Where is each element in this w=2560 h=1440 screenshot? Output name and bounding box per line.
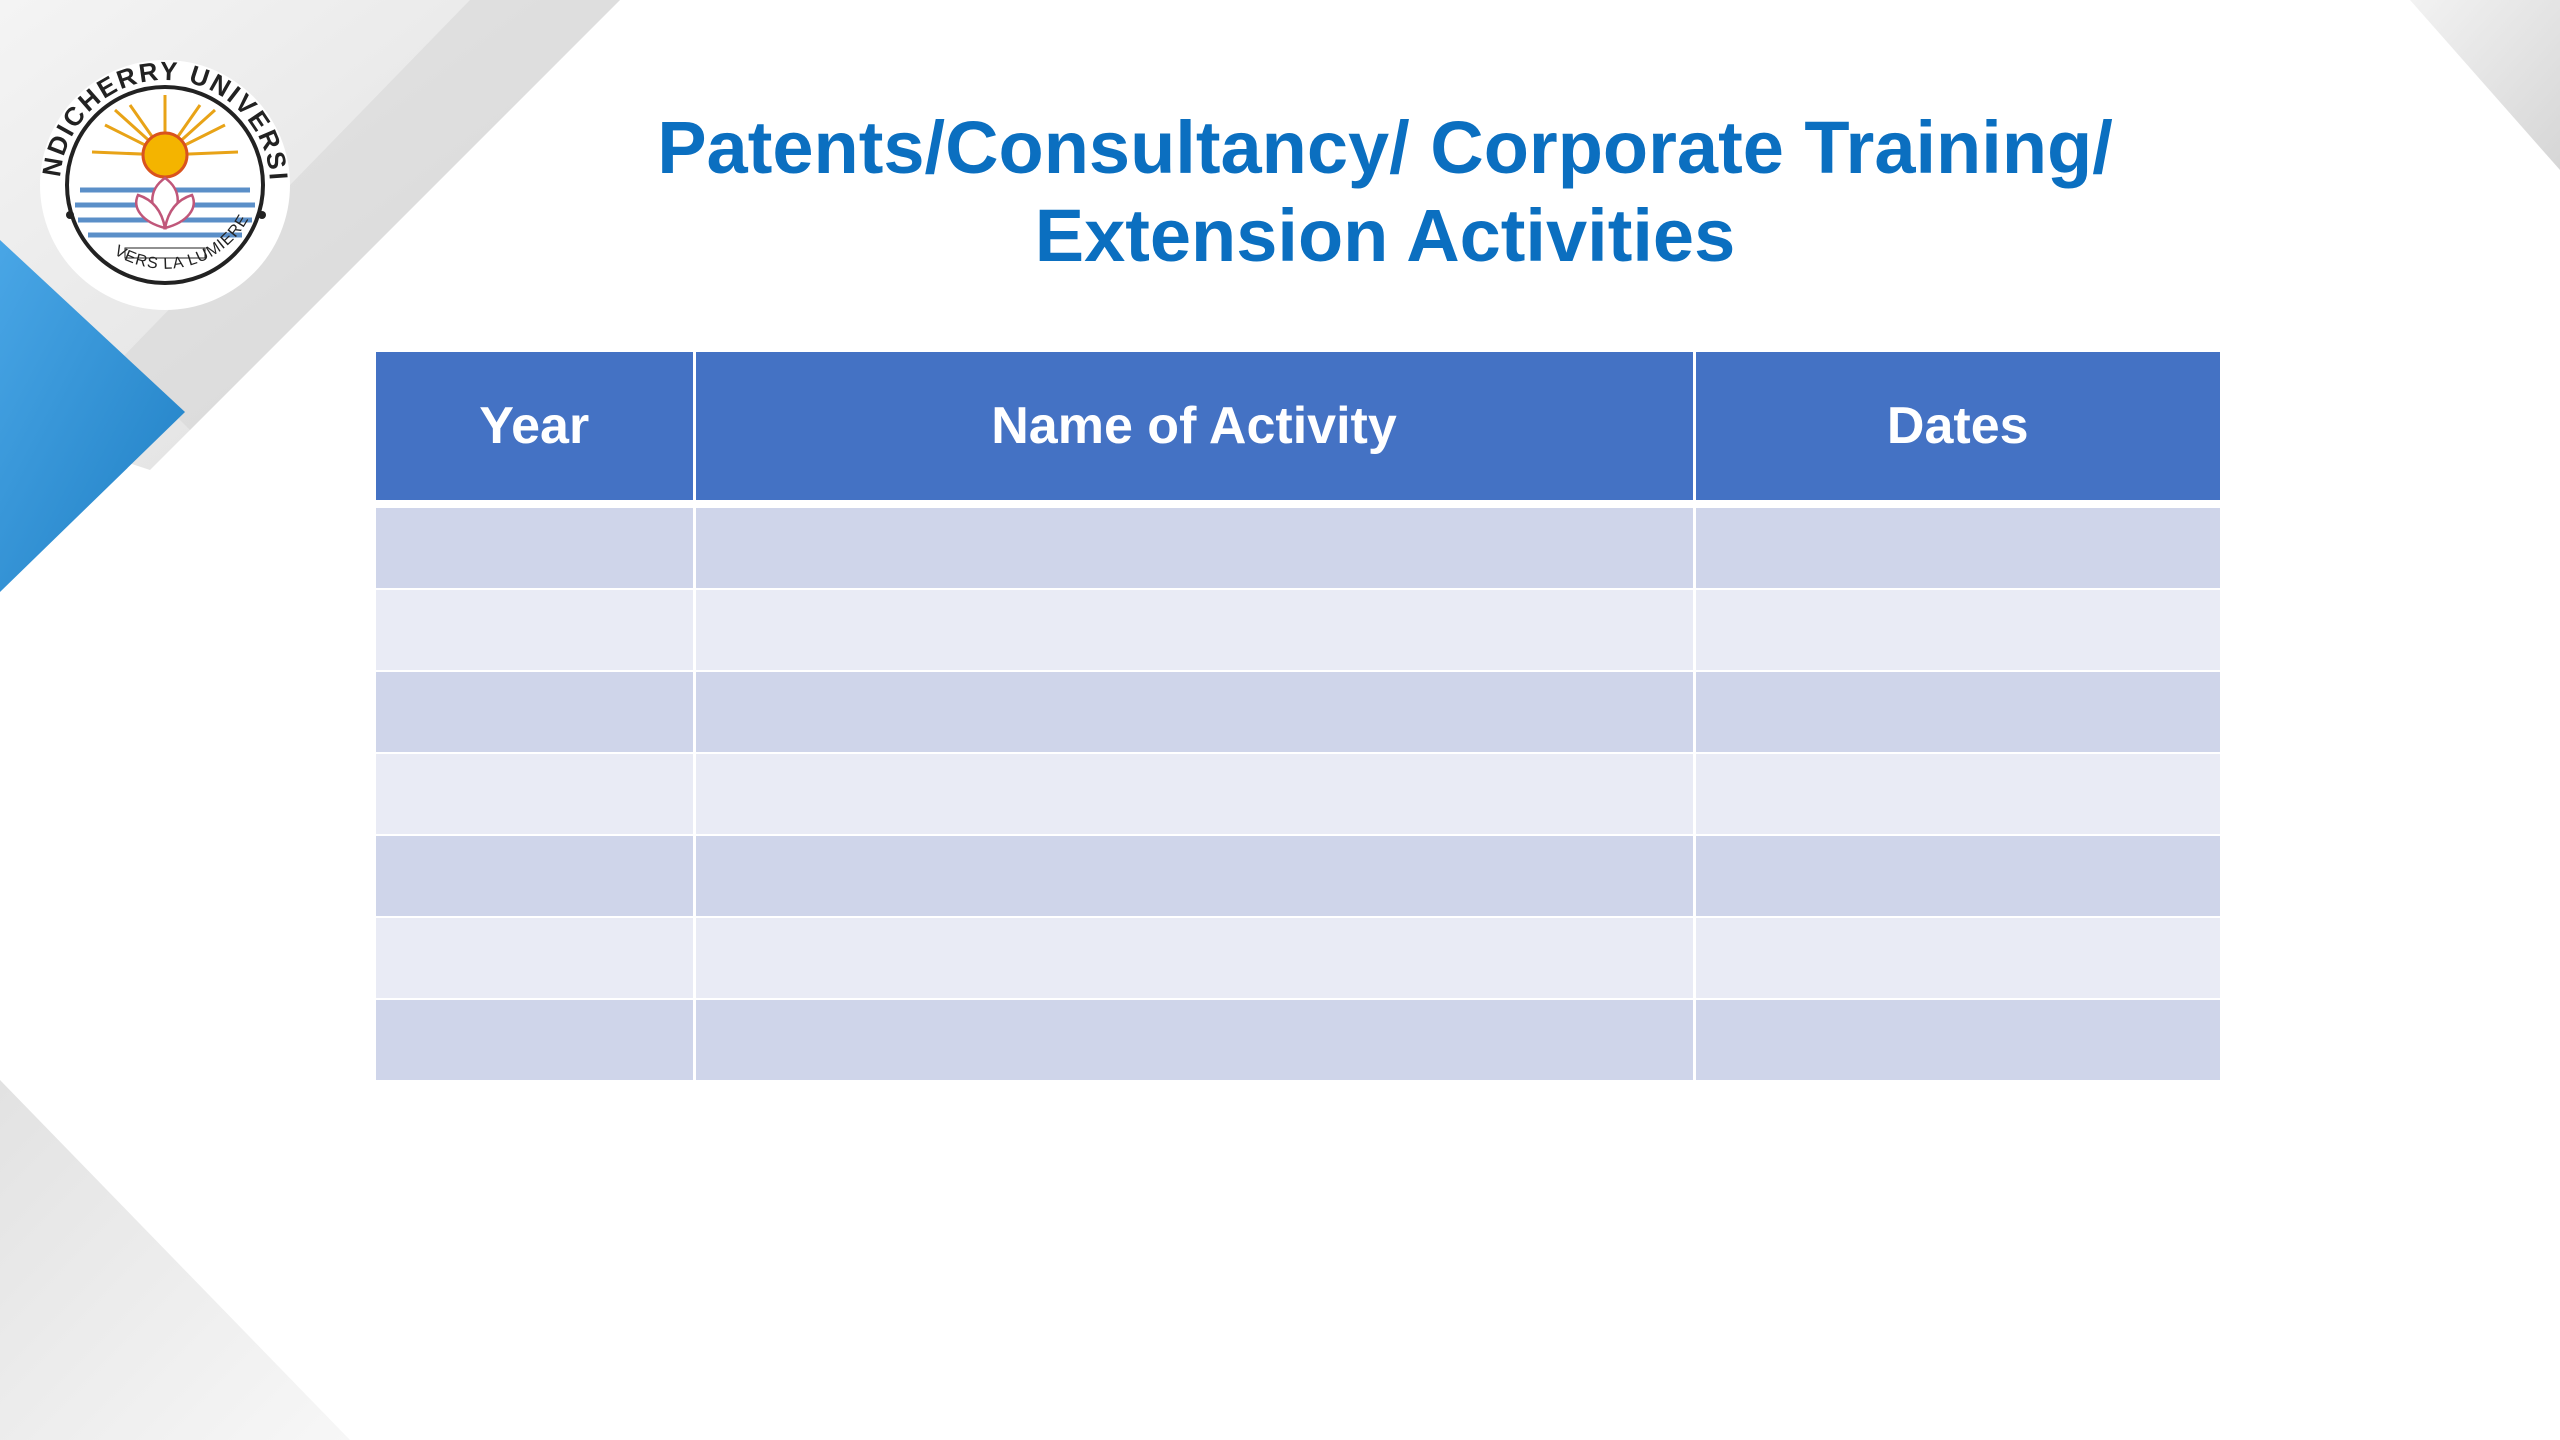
cell-dates[interactable] xyxy=(1692,752,2220,835)
activities-table: Year Name of Activity Dates xyxy=(376,352,2220,1080)
cell-year[interactable] xyxy=(376,752,696,835)
blue-accent-triangle xyxy=(0,240,185,592)
column-header-year: Year xyxy=(376,352,696,508)
column-header-dates: Dates xyxy=(1692,352,2220,508)
cell-year[interactable] xyxy=(376,834,696,917)
cell-activity[interactable] xyxy=(692,998,1696,1080)
cell-year[interactable] xyxy=(376,670,696,753)
slide-title: Patents/Consultancy/ Corporate Training/… xyxy=(380,104,2390,280)
table-row xyxy=(376,670,2220,753)
cell-activity[interactable] xyxy=(692,670,1696,753)
cell-activity[interactable] xyxy=(692,834,1696,917)
cell-dates[interactable] xyxy=(1692,916,2220,999)
table-row xyxy=(376,588,2220,671)
cell-year[interactable] xyxy=(376,998,696,1080)
table-header-row: Year Name of Activity Dates xyxy=(376,352,2220,508)
cell-dates[interactable] xyxy=(1692,834,2220,917)
grey-shadow-band xyxy=(120,0,620,430)
title-line-2: Extension Activities xyxy=(1034,194,1736,277)
table-row xyxy=(376,503,2220,589)
cell-year[interactable] xyxy=(376,503,696,589)
cell-year[interactable] xyxy=(376,588,696,671)
cell-activity[interactable] xyxy=(692,916,1696,999)
table-row xyxy=(376,834,2220,917)
column-header-activity: Name of Activity xyxy=(692,352,1696,508)
table-row xyxy=(376,998,2220,1080)
title-line-1: Patents/Consultancy/ Corporate Training/ xyxy=(657,106,2113,189)
cell-dates[interactable] xyxy=(1692,503,2220,589)
table-row xyxy=(376,916,2220,999)
cell-activity[interactable] xyxy=(692,752,1696,835)
cell-activity[interactable] xyxy=(692,588,1696,671)
cell-dates[interactable] xyxy=(1692,588,2220,671)
university-seal-logo: PONDICHERRY UNIVERSITY VERS LA LUMIERE xyxy=(30,50,292,310)
lotus-icon xyxy=(135,176,195,230)
cell-dates[interactable] xyxy=(1692,998,2220,1080)
grey-triangle-top-right xyxy=(2410,0,2560,170)
cell-dates[interactable] xyxy=(1692,670,2220,753)
cell-activity[interactable] xyxy=(692,503,1696,589)
grey-triangle-bottom-left xyxy=(0,1080,350,1440)
cell-year[interactable] xyxy=(376,916,696,999)
table-row xyxy=(376,752,2220,835)
